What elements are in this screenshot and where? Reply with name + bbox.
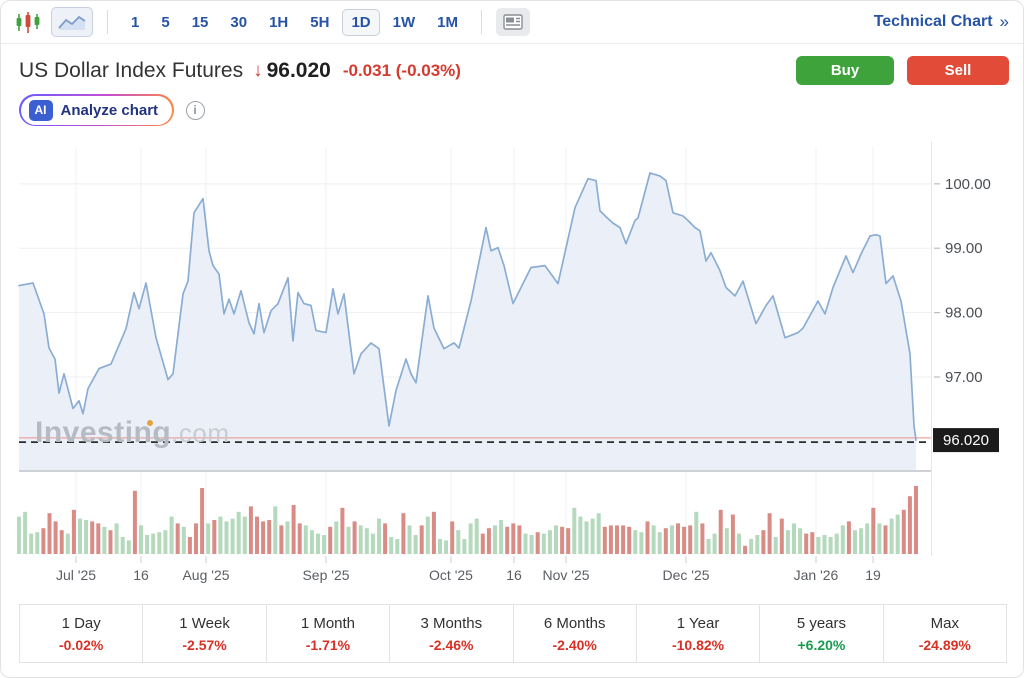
interval-1[interactable]: 1 (131, 13, 140, 31)
perf-cell-1-day: 1 Day -0.02% (20, 605, 142, 662)
chevron-right-icon: » (999, 12, 1009, 31)
instrument-header: US Dollar Index Futures ↓ 96.020 -0.031 … (1, 44, 1023, 85)
interval-1h[interactable]: 1H (269, 13, 289, 31)
watermark-dot (147, 420, 153, 426)
interval-group: 1 5 15 30 1H 5H 1D 1W 1M (122, 8, 467, 36)
toolbar-divider (480, 10, 482, 34)
line-chart-icon[interactable] (51, 7, 93, 37)
perf-period-label: 1 Year (676, 614, 720, 632)
x-axis-label: Oct '25 (429, 567, 473, 583)
ai-badge-icon: AI (28, 99, 53, 121)
perf-period-label: 1 Week (179, 614, 230, 632)
perf-cell-5-years: 5 years +6.20% (759, 605, 882, 662)
analyze-chart-label: Analyze chart (60, 101, 159, 119)
interval-15[interactable]: 15 (191, 13, 209, 31)
perf-cell-6-months: 6 Months -2.40% (512, 605, 636, 662)
current-price-tag (933, 428, 999, 453)
chart-toolbar: 1 5 15 30 1H 5H 1D 1W 1M Technical Chart » (1, 1, 1023, 44)
x-axis-label: Nov '25 (542, 567, 589, 583)
ai-analyze-row: AI Analyze chart i (1, 85, 1023, 126)
perf-period-label: 5 years (796, 614, 847, 632)
performance-table: 1 Day -0.02% 1 Week -2.57% 1 Month -1.71% 3 Mo… (19, 604, 1007, 663)
current-price-tag-text: 96.020 (943, 432, 989, 449)
instrument-title: US Dollar Index Futures (19, 58, 244, 82)
sell-button[interactable]: Sell (907, 56, 1009, 85)
interval-1m[interactable]: 1M (437, 13, 458, 31)
y-axis-label: 99.00 (945, 240, 983, 257)
perf-period-label: 1 Month (300, 614, 356, 632)
perf-change-value: -24.89% (918, 636, 971, 653)
analyze-chart-button[interactable]: AI Analyze chart (19, 94, 174, 126)
x-axis-label: 16 (133, 567, 149, 583)
perf-change-value: -10.82% (671, 636, 725, 653)
perf-change-value: -2.40% (552, 636, 597, 653)
trade-buttons: Buy Sell (796, 56, 1009, 85)
watermark: Investing.com (35, 416, 230, 450)
technical-chart-label: Technical Chart (873, 13, 993, 30)
toolbar-divider (107, 10, 108, 34)
interval-1w[interactable]: 1W (392, 13, 416, 31)
y-axis-label: 100.00 (945, 176, 991, 193)
interval-5h[interactable]: 5H (310, 13, 330, 31)
interval-5[interactable]: 5 (161, 13, 170, 31)
perf-cell-3-months: 3 Months -2.46% (389, 605, 512, 662)
perf-cell-1-month: 1 Month -1.71% (265, 605, 389, 662)
x-axis-label: Sep '25 (302, 567, 349, 583)
x-axis-label: 19 (865, 567, 881, 583)
perf-change-value: -2.46% (429, 636, 474, 653)
perf-change-value: -1.71% (305, 636, 351, 653)
x-axis-label: Aug '25 (182, 567, 229, 583)
perf-change-value: -2.57% (182, 636, 227, 653)
perf-cell-1-week: 1 Week -2.57% (142, 605, 265, 662)
candlestick-chart-icon[interactable] (13, 8, 43, 36)
buy-button[interactable]: Buy (796, 56, 894, 85)
perf-period-label: Max (930, 614, 959, 632)
news-panel-icon[interactable] (495, 8, 530, 36)
interval-30[interactable]: 30 (230, 13, 248, 31)
watermark-suffix: .com (171, 418, 230, 448)
x-axis-label: 16 (506, 567, 522, 583)
last-price: 96.020 (266, 58, 331, 82)
technical-chart-link[interactable]: Technical Chart » (874, 12, 1009, 32)
chart-canvas[interactable]: Jul '25 16 Aug '25 Sep '25 Oct '25 16 Nov '25 D… (1, 139, 1024, 595)
perf-cell-1-year: 1 Year -10.82% (635, 605, 759, 662)
price-change: -0.031 (-0.03%) (342, 60, 461, 80)
perf-change-value: +6.20% (797, 636, 846, 653)
perf-period-label: 6 Months (543, 614, 606, 632)
interval-1d[interactable]: 1D (342, 8, 380, 36)
x-axis-label: Jul '25 (56, 567, 96, 583)
y-axis-label: 97.00 (945, 369, 983, 386)
x-axis-label: Jan '26 (794, 567, 839, 583)
perf-period-label: 3 Months (420, 614, 483, 632)
perf-cell-max: Max -24.89% (882, 605, 1006, 662)
y-axis-label: 98.00 (945, 305, 983, 322)
price-chart[interactable]: Jul '25 16 Aug '25 Sep '25 Oct '25 16 Nov '25 D… (1, 139, 1024, 595)
info-icon[interactable]: i (185, 100, 205, 120)
perf-period-label: 1 Day (61, 614, 101, 632)
perf-change-value: -0.02% (59, 636, 104, 653)
price-down-arrow-icon: ↓ (253, 59, 263, 81)
x-axis-label: Dec '25 (662, 567, 709, 583)
